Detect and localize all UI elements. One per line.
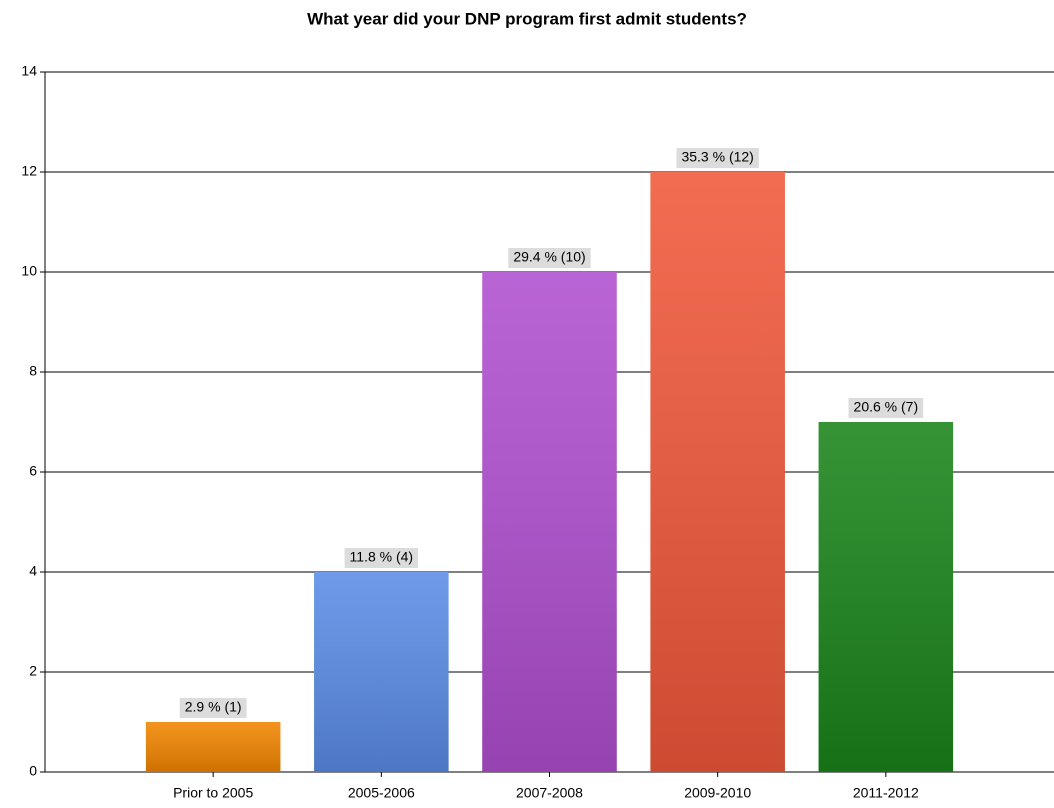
value-label: 11.8 % (4)	[350, 549, 414, 565]
y-tick-label: 12	[21, 163, 37, 179]
value-label: 29.4 % (10)	[513, 249, 585, 265]
value-label-bg	[848, 398, 924, 418]
value-label-bg	[344, 548, 419, 568]
x-tick-label: 2009-2010	[684, 785, 751, 801]
y-tick-label: 0	[29, 763, 37, 779]
bar-shade	[650, 172, 785, 772]
y-tick-label: 2	[29, 663, 37, 679]
y-tick-label: 14	[21, 63, 37, 79]
x-tick-label: 2011-2012	[853, 785, 919, 801]
y-tick-label: 8	[29, 363, 37, 379]
y-tick-label: 4	[29, 563, 37, 579]
value-label: 20.6 % (7)	[854, 399, 919, 415]
y-tick-label: 10	[21, 263, 37, 279]
y-tick-label: 6	[29, 463, 37, 479]
value-label-bg	[676, 148, 759, 168]
bar-shade	[145, 722, 281, 772]
value-label-bg	[179, 698, 247, 718]
x-tick-label: Prior to 2005	[173, 785, 253, 801]
value-label: 2.9 % (1)	[185, 699, 242, 715]
bar-shade	[818, 422, 954, 772]
value-label: 35.3 % (12)	[681, 149, 753, 165]
chart-title: What year did your DNP program first adm…	[307, 9, 747, 28]
value-label-bg	[508, 248, 591, 268]
bar-shade	[482, 272, 617, 772]
bar-shade	[314, 572, 449, 772]
x-tick-label: 2007-2008	[516, 785, 583, 801]
x-tick-label: 2005-2006	[348, 785, 415, 801]
